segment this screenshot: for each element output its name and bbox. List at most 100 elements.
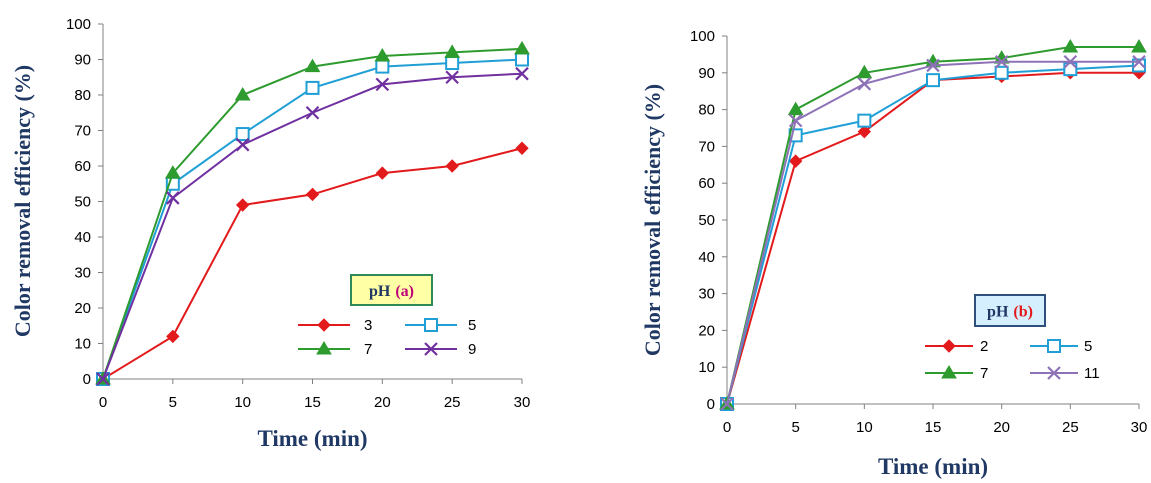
- legend-swatch-marker: [942, 339, 956, 353]
- data-point: [375, 59, 390, 74]
- data-point: [788, 154, 803, 168]
- y-tick-label: 80: [698, 102, 715, 119]
- data-point: [1062, 39, 1079, 53]
- y-tick-label: 10: [698, 359, 715, 376]
- legend-swatch-marker: [1047, 339, 1061, 353]
- x-tick-label: 10: [856, 419, 873, 436]
- legend-title-box: [350, 274, 433, 306]
- y-tick-label: 10: [74, 336, 91, 353]
- y-tick-label: 60: [74, 158, 91, 175]
- legend: pH (b) 2 5 7 11: [925, 294, 1100, 382]
- legend-label: 11: [1084, 365, 1100, 382]
- legend-item: 7: [298, 341, 372, 358]
- series-9: [96, 66, 529, 386]
- legend-title-tag: (b): [1013, 304, 1033, 321]
- data-point: [1132, 54, 1146, 69]
- legend-title: pH (b): [987, 304, 1033, 321]
- y-tick-label: 40: [698, 249, 715, 266]
- data-point: [445, 70, 459, 85]
- y-tick-label: 0: [83, 371, 91, 388]
- x-tick-label: 0: [723, 419, 731, 436]
- series-5: [720, 58, 1146, 411]
- data-point: [375, 77, 390, 92]
- y-tick-label: 70: [74, 123, 91, 140]
- data-point: [994, 65, 1009, 80]
- data-point: [856, 64, 873, 79]
- chart-panel-a: 0 10 20 30 40 50 60 70 80 90 100 0 5 10 15 20 25 30 Color …: [10, 16, 530, 451]
- data-point: [787, 101, 804, 116]
- series-line: [102, 72, 523, 380]
- y-tick-label: 100: [66, 16, 91, 33]
- y-tick-label: 70: [698, 138, 715, 155]
- series-line: [726, 46, 1139, 405]
- x-axis-label: Time (min): [878, 454, 988, 479]
- data-point: [514, 40, 530, 55]
- x-tick-label: 5: [169, 394, 177, 411]
- legend-label: 5: [468, 317, 476, 334]
- y-tick-label: 100: [690, 28, 715, 45]
- legend-label: 2: [980, 338, 988, 355]
- x-tick-label: 5: [791, 419, 799, 436]
- data-point: [720, 397, 734, 411]
- y-tick-label: 60: [698, 175, 715, 192]
- data-point: [515, 66, 529, 81]
- legend-item: 7: [925, 365, 988, 382]
- data-point: [857, 113, 872, 128]
- y-tick-label: 0: [707, 396, 715, 413]
- series-5: [96, 52, 529, 386]
- data-point: [445, 159, 459, 173]
- legend-swatch-marker: [424, 318, 438, 332]
- data-point: [515, 141, 529, 155]
- x-tick-label: 20: [374, 394, 391, 411]
- data-point: [788, 113, 803, 128]
- y-tick-label: 50: [74, 194, 91, 211]
- legend-label: 7: [980, 365, 988, 382]
- y-tick-label: 30: [698, 286, 715, 303]
- series-line: [726, 60, 1139, 405]
- y-tick-label: 90: [74, 52, 91, 69]
- legend-swatch-marker: [424, 342, 438, 356]
- data-point: [926, 73, 940, 88]
- legend-item: 3: [298, 317, 372, 334]
- y-tick-label: 40: [74, 229, 91, 246]
- x-tick-label: 10: [234, 394, 251, 411]
- legend-item: 9: [405, 341, 476, 358]
- data-point: [374, 47, 391, 62]
- data-point: [1063, 54, 1078, 69]
- x-tick-label: 25: [444, 394, 461, 411]
- legend-item: 5: [1030, 338, 1092, 355]
- y-tick-label: 50: [698, 212, 715, 229]
- data-point: [166, 329, 180, 344]
- legend-swatch-marker: [316, 341, 332, 355]
- x-tick-label: 15: [925, 419, 942, 436]
- data-point: [304, 58, 321, 73]
- x-tick-label: 30: [514, 394, 531, 411]
- x-axis-label: Time (min): [257, 426, 367, 451]
- x-tick-label: 20: [993, 419, 1010, 436]
- legend-label: 3: [364, 317, 372, 334]
- data-point: [234, 87, 251, 101]
- data-point: [1131, 39, 1147, 53]
- data-point: [305, 80, 320, 95]
- legend-title: pH (a): [369, 283, 414, 300]
- legend-swatch-marker: [317, 318, 331, 332]
- legend-swatch-marker: [1047, 366, 1061, 380]
- data-point: [515, 52, 529, 67]
- x-tick-label: 15: [304, 394, 321, 411]
- data-point: [96, 372, 110, 386]
- series-line: [726, 64, 1140, 405]
- y-tick-label: 20: [698, 322, 715, 339]
- legend-swatch-marker: [941, 365, 957, 379]
- legend-item: 11: [1030, 365, 1100, 382]
- legend-title-main: pH: [369, 283, 391, 300]
- y-tick-label: 30: [74, 265, 91, 282]
- data-point: [375, 166, 390, 180]
- legend-item: 2: [925, 338, 988, 355]
- data-point: [444, 44, 461, 58]
- data-point: [994, 54, 1009, 69]
- data-point: [857, 124, 872, 139]
